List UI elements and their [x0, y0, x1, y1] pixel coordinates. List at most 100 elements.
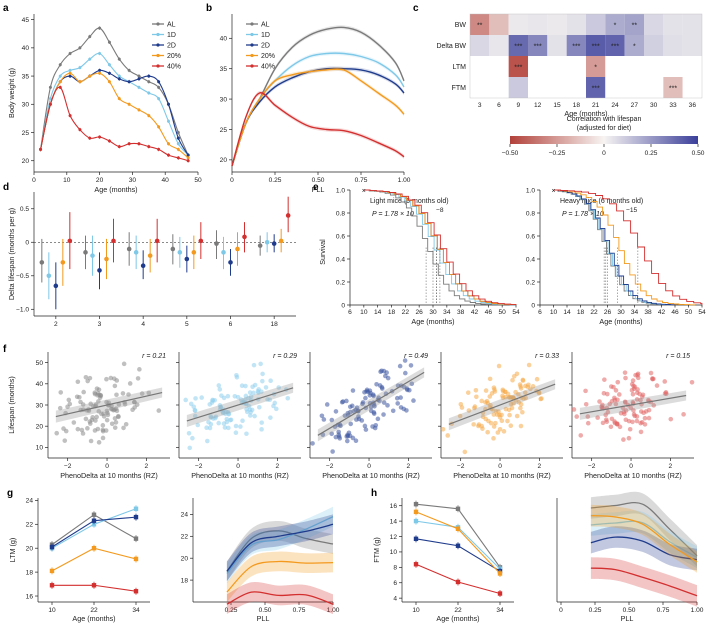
data-point [58, 80, 62, 84]
data-point [127, 68, 131, 72]
data-point [88, 74, 92, 78]
x-tick-label: 10 [360, 309, 368, 316]
scatter-point-AL [97, 392, 102, 398]
scatter-point-AL [81, 389, 86, 395]
data-point [107, 80, 111, 84]
confidence-band-20% [232, 67, 404, 168]
colorbar-tick-label: 0 [602, 150, 606, 157]
estimate-point-40% [242, 234, 247, 240]
heatmap-cell [508, 14, 528, 35]
data-point [91, 518, 97, 523]
scatter-point-1D [226, 411, 231, 416]
panel-label-h: h [371, 488, 377, 499]
scatter-point-1D [267, 397, 273, 403]
data-point [157, 125, 161, 129]
scatter-point-40% [605, 409, 611, 415]
scatter-point-20% [491, 385, 497, 390]
data-point [413, 536, 419, 542]
x-tick-label: 0.75 [355, 177, 368, 184]
legend-label: 2D [167, 42, 176, 49]
heatmap-cell [624, 56, 644, 77]
scatter-point-20% [483, 388, 489, 393]
heatmap-cell [528, 77, 548, 98]
confidence-band-40% [232, 90, 404, 168]
x-tick-label: 6 [229, 321, 233, 328]
y-tick-label: 22 [181, 534, 189, 541]
significance-stars: * [633, 44, 636, 51]
data-point [176, 136, 180, 140]
data-point [78, 66, 82, 70]
scatter-point-2D [345, 438, 350, 444]
x-tick-label: 42 [658, 309, 666, 316]
x-tick-label: 0.25 [225, 607, 238, 614]
data-point [455, 526, 461, 532]
p-value: P = 1.78 × 10 [562, 211, 604, 218]
y-tick-label: 20 [22, 158, 30, 165]
scatter-point-AL [104, 376, 109, 382]
data-point [413, 562, 419, 567]
scatter-point-1D [247, 390, 253, 395]
data-point [98, 71, 102, 75]
scatter-point-1D [204, 425, 209, 431]
scatter-point-AL [71, 420, 77, 425]
scatter-point-20% [472, 405, 477, 411]
scatter-point-20% [479, 398, 485, 404]
scatter-point-2D [340, 399, 346, 404]
y-tick-label: 6 [393, 580, 397, 587]
scatter-point-40% [583, 402, 589, 407]
estimate-point-1D [264, 239, 270, 245]
x-tick-label: 10 [550, 309, 558, 316]
heatmap-cell [586, 56, 606, 77]
survival-curve-40% [363, 189, 517, 305]
scatter-point-40% [600, 420, 606, 426]
heatmap-cell [566, 56, 586, 77]
scatter-point-AL [83, 416, 89, 422]
y-tick-label: 1.0 [336, 187, 345, 194]
scatter-point-2D [333, 409, 339, 414]
heatmap-cell [682, 35, 702, 56]
censor-mark: × [551, 188, 555, 195]
scatter-point-20% [496, 363, 502, 369]
significance-stars: *** [592, 44, 600, 51]
y-axis-title: LTM (g) [8, 538, 17, 563]
x-tick-label: 38 [457, 309, 465, 316]
scatter-point-20% [457, 413, 463, 419]
scatter-point-2D [338, 423, 343, 429]
scatter-point-2D [394, 395, 400, 401]
y-tick-label: 30 [36, 402, 44, 409]
confidence-band-1D [590, 510, 697, 569]
estimate-point-AL [257, 243, 263, 248]
x-axis-title: PLL [312, 185, 325, 194]
y-tick-label: 18 [26, 569, 34, 576]
scatter-point-AL [114, 378, 120, 383]
scatter-point-AL [115, 413, 121, 419]
data-point [133, 514, 139, 520]
y-tick-label: 45 [22, 17, 30, 24]
scatter-point-1D [233, 423, 239, 429]
scatter-point-1D [259, 389, 264, 394]
scatter-point-40% [627, 426, 633, 432]
smooth-line-2D [590, 536, 698, 561]
legend-label: 40% [167, 63, 181, 70]
x-axis-title: Age (months) [436, 614, 479, 623]
heatmap-cell [489, 77, 509, 98]
heatmap-col-label: 6 [497, 102, 501, 109]
x-tick-label: 0 [498, 463, 502, 470]
x-tick-label: 40 [162, 177, 170, 184]
x-tick-label: 30 [429, 309, 437, 316]
x-tick-label: 22 [454, 607, 462, 614]
heatmap-cell [470, 35, 490, 56]
scatter-point-40% [613, 401, 619, 407]
scatter-point-2D [362, 423, 368, 429]
data-point [127, 80, 131, 84]
scatter-point-2D [390, 408, 396, 414]
estimate-point-1D [177, 250, 183, 255]
scatter-point-40% [631, 383, 636, 389]
scatter-point-AL [100, 435, 106, 441]
heatmap-cell [547, 77, 567, 98]
data-point [117, 57, 121, 61]
data-point [98, 52, 102, 55]
colorbar-subtitle: (adjusted for diet) [577, 125, 631, 132]
scatter-point-1D [225, 393, 231, 399]
legend-marker [250, 43, 254, 47]
